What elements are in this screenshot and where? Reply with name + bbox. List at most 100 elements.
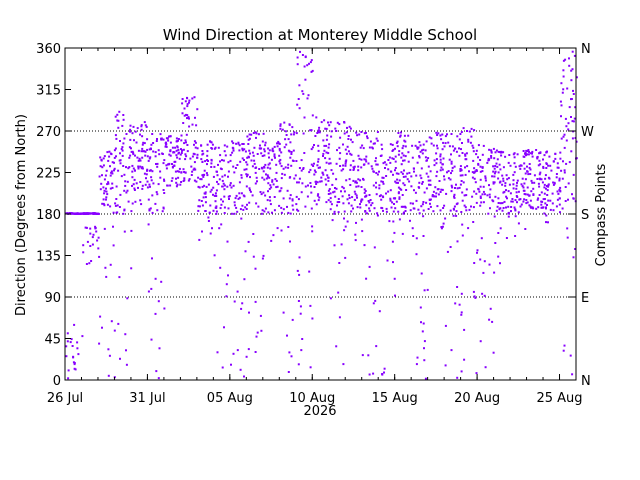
data-point (403, 184, 406, 187)
data-point (235, 206, 238, 209)
data-point (262, 191, 265, 194)
data-point (280, 151, 283, 154)
data-point (188, 125, 191, 128)
data-point (564, 186, 567, 188)
data-point (344, 162, 347, 165)
data-point (166, 184, 169, 187)
data-point (461, 142, 463, 144)
data-point (562, 59, 565, 62)
data-point (175, 181, 178, 184)
data-point (368, 207, 371, 210)
data-point (105, 198, 107, 201)
data-point (524, 193, 527, 196)
data-point (335, 187, 338, 190)
data-point (267, 175, 270, 178)
data-point (516, 196, 519, 198)
data-point (375, 186, 378, 189)
y-tick-label: 360 (36, 42, 61, 57)
data-point (233, 300, 236, 303)
data-point (555, 173, 558, 175)
data-point (309, 304, 312, 307)
data-point (493, 181, 496, 184)
data-point (419, 150, 422, 153)
data-point (560, 115, 562, 118)
data-point (210, 166, 213, 168)
data-point (489, 307, 492, 310)
data-point (562, 75, 565, 78)
data-point (132, 153, 135, 156)
data-point (184, 153, 187, 156)
data-point (497, 150, 500, 153)
data-point (148, 183, 151, 186)
data-point (241, 302, 244, 305)
data-point (111, 172, 114, 175)
data-point (317, 144, 320, 147)
data-point (344, 148, 347, 151)
data-point (236, 349, 239, 352)
data-point (121, 149, 124, 152)
data-point (479, 340, 482, 343)
data-point (491, 320, 494, 323)
data-point (501, 202, 504, 205)
data-point (406, 178, 409, 181)
data-point (233, 212, 236, 215)
data-point (193, 143, 195, 146)
data-point (72, 212, 75, 215)
data-point (141, 147, 144, 150)
data-point (116, 204, 119, 207)
data-point (207, 220, 210, 222)
data-point (242, 194, 245, 197)
data-point (561, 177, 564, 180)
data-point (110, 320, 113, 323)
data-point (219, 160, 221, 163)
data-point (183, 171, 186, 173)
data-point (249, 152, 251, 155)
data-point (328, 162, 331, 165)
data-point (296, 63, 299, 66)
y-axis-label: Direction (Degrees from North) (14, 114, 29, 316)
data-point (515, 191, 518, 194)
data-point (300, 349, 303, 352)
data-point (248, 149, 251, 152)
data-point (282, 311, 285, 314)
data-point (98, 342, 101, 345)
data-point (264, 163, 267, 166)
data-point (472, 159, 475, 162)
data-point (366, 137, 369, 140)
data-point (117, 126, 120, 129)
data-point (263, 150, 266, 153)
data-point (191, 155, 194, 158)
data-point (431, 195, 434, 198)
data-point (384, 167, 386, 169)
data-point (563, 171, 566, 174)
data-point (385, 175, 388, 177)
data-point (159, 170, 162, 173)
data-point (546, 204, 548, 206)
data-point (292, 160, 295, 162)
data-point (261, 155, 264, 157)
data-point (482, 185, 485, 188)
data-point (568, 106, 571, 109)
data-point (290, 151, 293, 153)
data-point (514, 235, 517, 237)
data-point (205, 185, 208, 188)
data-point (429, 183, 432, 186)
data-point (295, 132, 298, 135)
data-point (444, 142, 447, 145)
data-point (380, 154, 383, 157)
data-point (434, 186, 437, 189)
data-point (123, 189, 126, 192)
data-point (240, 307, 243, 310)
data-point (236, 290, 239, 293)
data-point (281, 172, 284, 175)
data-point (490, 155, 493, 157)
data-point (197, 209, 200, 212)
data-point (183, 107, 186, 110)
data-point (215, 212, 218, 215)
data-point (215, 170, 218, 173)
data-point (406, 172, 409, 175)
data-point (488, 318, 491, 321)
data-point (182, 180, 185, 182)
data-point (317, 166, 320, 169)
data-point (472, 290, 475, 293)
